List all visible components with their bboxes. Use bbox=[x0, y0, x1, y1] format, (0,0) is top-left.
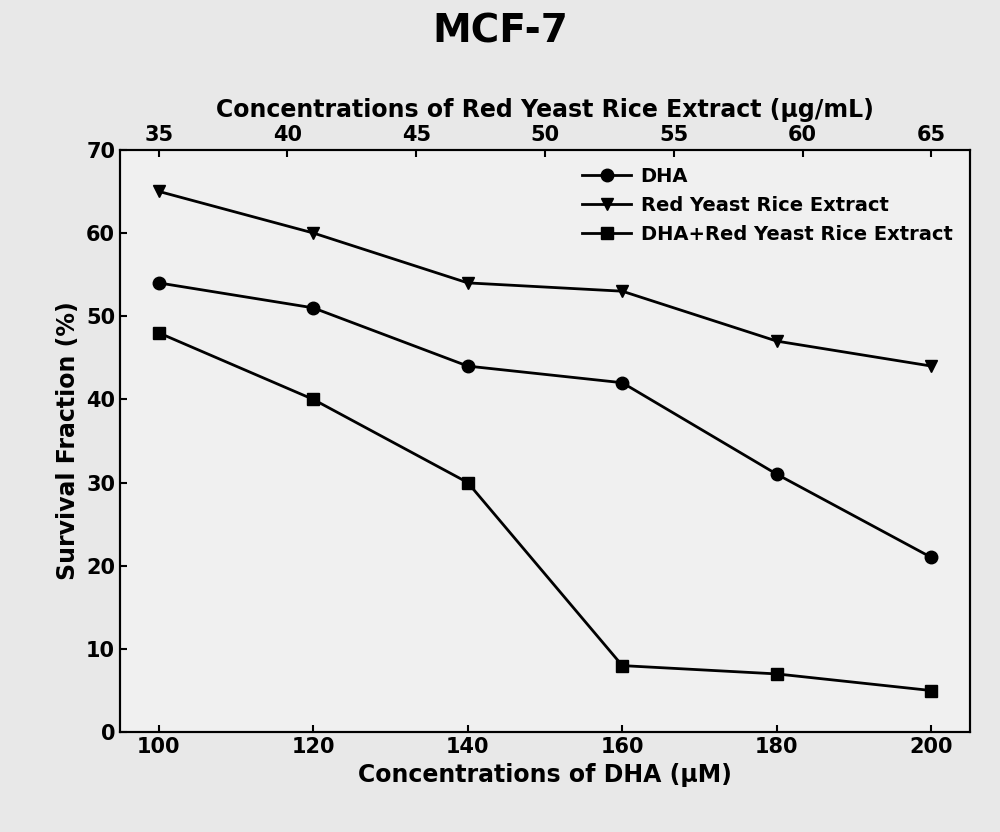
DHA+Red Yeast Rice Extract bbox=[771, 669, 783, 679]
Red Yeast Rice Extract bbox=[307, 228, 319, 238]
DHA bbox=[616, 378, 628, 388]
DHA bbox=[925, 552, 937, 562]
DHA+Red Yeast Rice Extract bbox=[462, 478, 474, 488]
DHA+Red Yeast Rice Extract bbox=[616, 661, 628, 671]
Line: DHA: DHA bbox=[152, 276, 938, 564]
Legend: DHA, Red Yeast Rice Extract, DHA+Red Yeast Rice Extract: DHA, Red Yeast Rice Extract, DHA+Red Yea… bbox=[575, 160, 960, 251]
DHA bbox=[462, 361, 474, 371]
DHA bbox=[307, 303, 319, 313]
DHA+Red Yeast Rice Extract bbox=[153, 328, 165, 338]
Red Yeast Rice Extract bbox=[771, 336, 783, 346]
DHA+Red Yeast Rice Extract bbox=[307, 394, 319, 404]
Red Yeast Rice Extract bbox=[925, 361, 937, 371]
DHA bbox=[153, 278, 165, 288]
X-axis label: Concentrations of DHA (μM): Concentrations of DHA (μM) bbox=[358, 763, 732, 786]
Red Yeast Rice Extract bbox=[462, 278, 474, 288]
Text: MCF-7: MCF-7 bbox=[432, 12, 568, 51]
X-axis label: Concentrations of Red Yeast Rice Extract (μg/mL): Concentrations of Red Yeast Rice Extract… bbox=[216, 97, 874, 121]
Red Yeast Rice Extract bbox=[153, 186, 165, 196]
Y-axis label: Survival Fraction (%): Survival Fraction (%) bbox=[56, 301, 80, 581]
DHA bbox=[771, 469, 783, 479]
Line: DHA+Red Yeast Rice Extract: DHA+Red Yeast Rice Extract bbox=[152, 326, 938, 697]
Red Yeast Rice Extract bbox=[616, 286, 628, 296]
DHA+Red Yeast Rice Extract bbox=[925, 686, 937, 696]
Line: Red Yeast Rice Extract: Red Yeast Rice Extract bbox=[152, 185, 938, 373]
